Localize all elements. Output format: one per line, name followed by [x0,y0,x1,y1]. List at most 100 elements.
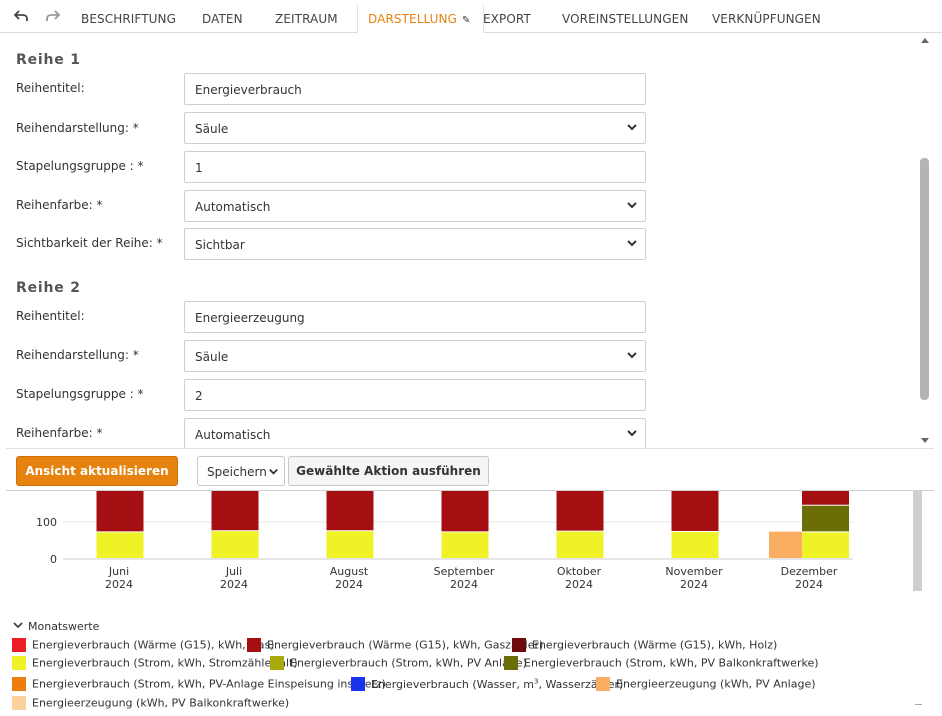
series-1-visibility-value: Sichtbar [195,238,245,252]
legend-label: Energieverbrauch (Wärme (G15), kWh, Holz… [532,638,778,652]
legend-item[interactable]: Energieverbrauch (Strom, kWh, PV Balkonk… [504,656,819,672]
series-2-stack-value: 2 [195,389,203,403]
tab-daten[interactable]: DATEN [202,12,243,26]
legend-label: Energieverbrauch (Wärme (G15), kWh, Gasz… [267,638,544,652]
chevron-down-icon [627,352,637,359]
undo-icon[interactable] [12,8,30,26]
series-1-display-label: Reihendarstellung: * [16,121,139,135]
page-scrollbar[interactable] [913,491,922,591]
action-select-value: Speichern [207,465,267,479]
legend-item[interactable]: Energieverbrauch (Wärme (G15), kWh, Holz… [512,638,777,654]
x-tick-label: Juli [225,565,242,578]
bar-segment [96,532,144,558]
series-1-title-label: Reihentitel: [16,81,85,95]
series-2-stack-input[interactable]: 2 [184,379,646,411]
x-tick-label: August [330,565,369,578]
tab-darstellung[interactable]: DARSTELLUNG ✎ [357,5,484,33]
legend-label-part: Energieverbrauch (Wasser, m [371,677,535,691]
bar-segment [441,532,489,558]
series-1-visibility-select[interactable]: Sichtbar [184,228,646,260]
x-tick-label: 2024 [565,578,593,591]
legend-label: Energieverbrauch (Strom, kWh, PV-Anlage … [32,677,386,691]
divider [915,704,922,705]
series-1-display-value: Säule [195,122,229,136]
scrollbar-thumb[interactable] [920,158,929,400]
bar-segment [441,489,489,532]
y-tick-label: 100 [36,516,57,529]
legend-item[interactable]: Energieverbrauch (Wärme (G15), kWh, Gasz… [247,638,543,654]
series-1-stack-label: Stapelungsgruppe : * [16,159,144,173]
series-2-color-select[interactable]: Automatisch [184,418,646,448]
scroll-down-icon[interactable] [920,435,930,445]
series-2-color-value: Automatisch [195,428,271,442]
series-2-stack-label: Stapelungsgruppe : * [16,387,144,401]
tab-verknuepfungen[interactable]: VERKNÜPFUNGEN [712,12,821,26]
bar-segment [802,532,849,558]
series-settings-panel: Reihe 1 Reihentitel: Energieverbrauch Re… [6,33,934,448]
legend-swatch [12,656,26,670]
redo-icon[interactable] [44,8,62,26]
scroll-up-icon[interactable] [920,36,930,46]
series-1-color-value: Automatisch [195,200,271,214]
series-1-title: Reihe 1 [16,52,81,68]
legend-swatch [351,677,365,691]
legend-item[interactable]: Energieerzeugung (kWh, PV Balkonkraftwer… [12,696,289,712]
legend-item[interactable]: Energieerzeugung (kWh, PV Anlage) [596,677,816,693]
tab-export[interactable]: EXPORT [483,12,531,26]
series-2-title-label: Reihentitel: [16,309,85,323]
series-1-color-select[interactable]: Automatisch [184,190,646,222]
series-2-display-value: Säule [195,350,229,364]
series-2-display-select[interactable]: Säule [184,340,646,372]
tab-darstellung-label: DARSTELLUNG [368,12,458,26]
legend-label-sup: 3 [534,676,539,685]
series-2-title: Reihe 2 [16,280,81,296]
tab-zeitraum[interactable]: ZEITRAUM [275,12,338,26]
legend-item[interactable]: Energieverbrauch (Strom, kWh, PV-Anlage … [12,677,386,693]
legend-title[interactable]: Monatswerte [12,620,99,633]
series-1-display-select[interactable]: Säule [184,112,646,144]
series-2-title-value: Energieerzeugung [195,311,305,325]
legend-label: Energieverbrauch (Wärme (G15), kWh, Gas) [32,638,275,652]
action-bar: Ansicht aktualisieren Speichern Gewählte… [6,448,934,491]
tab-voreinstellungen[interactable]: VOREINSTELLUNGEN [562,12,689,26]
series-2-title-input[interactable]: Energieerzeugung [184,301,646,333]
x-tick-label: Juni [108,565,129,578]
series-1-title-input[interactable]: Energieverbrauch [184,73,646,105]
legend-swatch [12,677,26,691]
x-tick-label: Oktober [557,565,602,578]
y-tick-label: 0 [50,553,57,566]
x-tick-label: 2024 [450,578,478,591]
legend-swatch [596,677,610,691]
legend-swatch [12,696,26,710]
monthly-chart: 0 100 Juni 2024 Juli 2024 August 2024 September 2… [0,452,942,611]
bar-segment [802,505,849,532]
pencil-icon: ✎ [462,15,471,26]
x-tick-label: 2024 [105,578,133,591]
series-1-color-label: Reihenfarbe: * [16,198,103,212]
legend-swatch [12,638,26,652]
bar-segment [671,489,719,531]
legend-item[interactable]: Energieverbrauch (Strom, kWh, PV Anlage) [270,656,527,672]
legend-swatch [247,638,261,652]
legend-swatch [512,638,526,652]
update-view-button[interactable]: Ansicht aktualisieren [16,456,178,486]
series-1-stack-input[interactable]: 1 [184,151,646,183]
legend-item[interactable]: Energieverbrauch (Wärme (G15), kWh, Gas) [12,638,274,654]
legend-title-label: Monatswerte [28,620,100,633]
chevron-down-icon [13,622,23,629]
tab-bar: BESCHRIFTUNG DATEN ZEITRAUM DARSTELLUNG ✎… [0,0,942,33]
tab-beschriftung[interactable]: BESCHRIFTUNG [81,12,176,26]
series-1-visibility-label: Sichtbarkeit der Reihe: * [16,236,163,250]
legend-item[interactable]: Energieverbrauch (Wasser, m3, Wasserzähl… [351,677,623,693]
bar-segment [671,531,719,558]
execute-action-button[interactable]: Gewählte Aktion ausführen [288,456,489,486]
panel-scrollbar[interactable] [918,33,932,448]
legend-label: Energieverbrauch (Wasser, m3, Wasserzähl… [371,676,623,691]
chart-svg: 0100Juni2024Juli2024August2024September2… [36,452,853,591]
legend-label: Energieverbrauch (Strom, kWh, PV Balkonk… [524,656,819,670]
bar-segment [326,531,374,558]
bar-segment [556,489,604,531]
action-select[interactable]: Speichern [197,456,285,486]
legend-item[interactable]: Energieverbrauch (Strom, kWh, Stromzähle… [12,656,298,672]
